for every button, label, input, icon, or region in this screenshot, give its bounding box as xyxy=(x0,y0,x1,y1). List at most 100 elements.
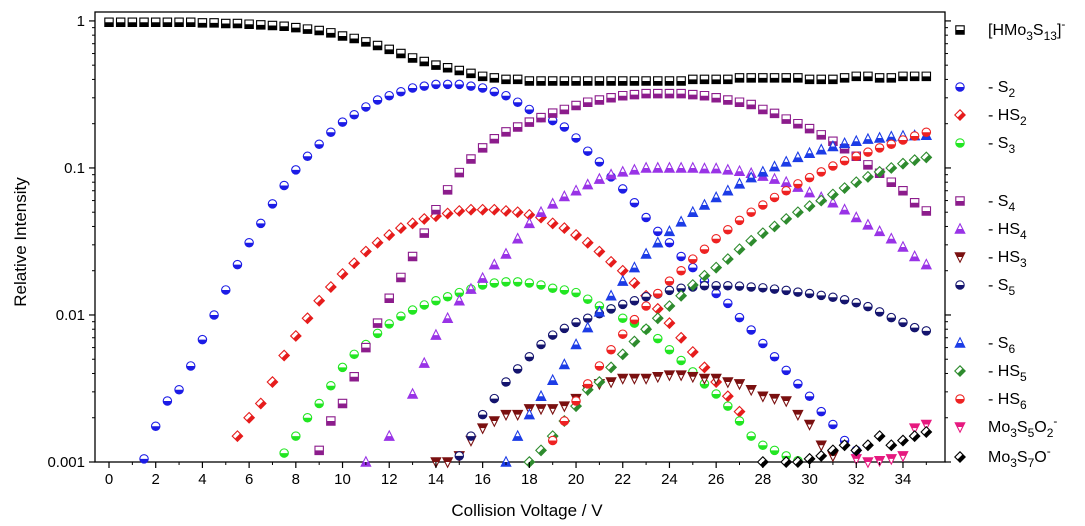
data-point xyxy=(420,229,428,237)
data-point xyxy=(898,452,908,461)
data-point xyxy=(665,226,675,235)
legend-label: - S5 xyxy=(988,277,1015,298)
data-point xyxy=(256,398,266,408)
data-point xyxy=(886,234,896,243)
data-point xyxy=(571,186,581,195)
data-point xyxy=(654,289,662,297)
data-point xyxy=(478,72,486,80)
data-point xyxy=(816,451,826,461)
data-point xyxy=(864,161,872,169)
data-point xyxy=(606,257,616,267)
data-point xyxy=(770,109,778,117)
data-point xyxy=(642,77,650,85)
legend-marker xyxy=(955,366,965,376)
data-point xyxy=(233,19,241,27)
data-point xyxy=(875,133,885,142)
data-point xyxy=(770,74,778,82)
x-tick-label: 28 xyxy=(755,471,772,488)
data-point xyxy=(432,206,440,214)
x-tick-label: 4 xyxy=(198,471,206,488)
legend-label: - S2 xyxy=(988,79,1015,100)
x-tick-label: 0 xyxy=(105,471,113,488)
data-point xyxy=(373,96,381,104)
data-point xyxy=(512,207,522,217)
data-point xyxy=(454,296,464,305)
data-point xyxy=(804,201,814,211)
data-point xyxy=(595,174,605,183)
data-point xyxy=(140,18,148,26)
data-point xyxy=(817,75,825,83)
data-point xyxy=(490,74,498,82)
data-point xyxy=(922,128,930,136)
data-point xyxy=(606,362,616,372)
data-point xyxy=(782,115,790,123)
data-point xyxy=(397,49,405,57)
series-0 xyxy=(105,18,931,85)
data-point xyxy=(735,417,743,425)
data-point xyxy=(677,77,685,85)
data-point xyxy=(443,293,451,301)
data-point xyxy=(922,72,930,80)
data-point xyxy=(852,72,860,80)
data-point xyxy=(794,380,802,388)
data-point xyxy=(724,299,732,307)
data-point xyxy=(584,295,592,303)
data-point xyxy=(711,192,721,201)
data-point xyxy=(583,322,593,331)
y-tick-label: 1 xyxy=(77,13,85,30)
data-point xyxy=(291,331,301,341)
data-point xyxy=(759,284,767,292)
legend-marker xyxy=(955,253,965,262)
data-point xyxy=(513,431,523,440)
data-point xyxy=(747,326,755,334)
data-point xyxy=(816,145,826,154)
data-point xyxy=(245,20,253,28)
data-point xyxy=(641,163,651,172)
legend-item: - HS6 xyxy=(956,391,1027,412)
data-point xyxy=(408,54,416,62)
legend-item: - HS2 xyxy=(955,107,1027,128)
data-point xyxy=(676,371,686,380)
x-axis: 0 2 4 6 8 10 12 14 16 18 20 22 24 26 28 30 32 34 xyxy=(105,462,926,488)
data-point xyxy=(595,96,603,104)
data-point xyxy=(864,72,872,80)
data-point xyxy=(478,424,488,433)
legend-label: - S3 xyxy=(988,135,1015,156)
legend-label: - HS5 xyxy=(988,363,1027,384)
data-point xyxy=(700,200,710,209)
legend-item: - S2 xyxy=(956,79,1016,100)
data-point xyxy=(420,57,428,65)
legend-label: Mo3S7O- xyxy=(988,444,1051,470)
data-point xyxy=(338,118,346,126)
legend-label: [HMo3S13]- xyxy=(988,17,1065,43)
data-point xyxy=(712,235,720,243)
data-point xyxy=(490,279,498,287)
data-point xyxy=(794,180,802,188)
data-point xyxy=(467,69,475,77)
x-tick-label: 30 xyxy=(801,471,818,488)
data-point xyxy=(560,105,568,113)
data-point xyxy=(758,228,768,238)
data-point xyxy=(572,101,580,109)
data-point xyxy=(886,440,896,450)
data-point xyxy=(921,427,931,437)
data-point xyxy=(724,75,732,83)
data-point xyxy=(606,378,616,387)
data-point xyxy=(653,163,663,172)
data-point xyxy=(560,359,570,368)
data-point xyxy=(665,163,675,172)
data-point xyxy=(840,205,850,214)
data-point xyxy=(863,134,873,143)
data-point xyxy=(373,41,381,49)
data-point xyxy=(187,362,195,370)
legend-item: - HS3 xyxy=(955,249,1027,270)
data-point xyxy=(700,163,710,172)
data-point xyxy=(851,136,861,145)
data-point xyxy=(781,214,791,224)
data-point xyxy=(432,61,440,69)
data-point xyxy=(898,242,908,251)
data-point xyxy=(782,187,790,195)
data-point xyxy=(490,135,498,143)
data-point xyxy=(700,282,708,290)
data-point xyxy=(654,77,662,85)
